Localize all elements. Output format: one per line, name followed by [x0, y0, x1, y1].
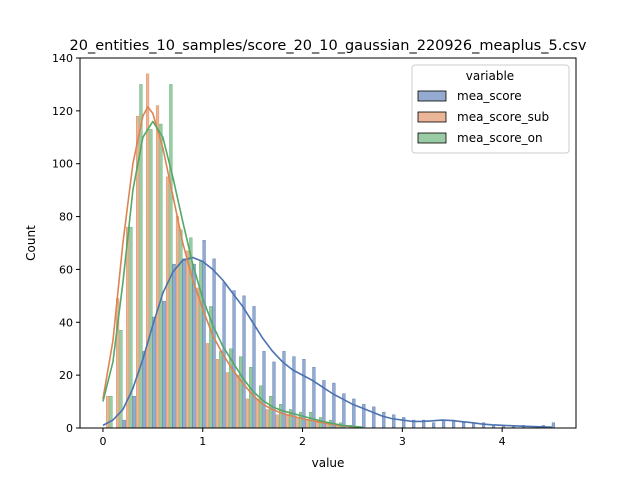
bar-mea_score-14 [242, 295, 246, 429]
bar-mea_score-5 [152, 316, 156, 429]
bar-mea_score-7 [172, 263, 176, 429]
bar-mea_score_on-13 [239, 356, 243, 429]
bar-mea_score_sub-8 [185, 250, 190, 429]
kde-line-mea_score_on [102, 120, 363, 429]
axes-layer [79, 57, 577, 429]
bar-mea_score_sub-15 [255, 398, 259, 429]
bar-mea_score_on-11 [219, 351, 223, 429]
plot-frame [79, 57, 577, 429]
bar-mea_score-3 [132, 396, 136, 429]
bar-mea_score_sub-14 [245, 398, 249, 429]
y-tick-label-40: 40 [59, 316, 73, 329]
bar-mea_score_on-0 [109, 396, 113, 429]
y-tick-label-140: 140 [52, 52, 73, 65]
bar-mea_score-29 [392, 414, 396, 429]
bar-mea_score-13 [232, 290, 236, 429]
bar-mea_score_sub-5 [155, 105, 160, 429]
bar-mea_score_sub-19 [295, 417, 299, 429]
bar-mea_score-20 [302, 359, 306, 429]
bar-mea_score_on-6 [169, 84, 173, 429]
bar-mea_score-34 [442, 419, 446, 429]
kde-layer [102, 106, 553, 429]
legend-box [411, 64, 570, 154]
kde-line-mea_score [102, 256, 553, 429]
legend-label-mea_score: mea_score [457, 89, 522, 103]
x-tick-label-2: 2 [299, 435, 306, 448]
bar-mea_score_sub-16 [265, 409, 269, 429]
bar-mea_score-28 [382, 411, 386, 429]
bar-mea_score_on-5 [159, 123, 163, 429]
bar-mea_score_on-4 [149, 129, 153, 429]
bar-mea_score-6 [162, 300, 166, 429]
bar-mea_score_sub-7 [175, 216, 180, 429]
bar-mea_score_sub-10 [205, 343, 210, 429]
bar-mea_score_sub-11 [215, 359, 219, 429]
legend-label-mea_score_sub: mea_score_sub [457, 110, 549, 124]
bar-mea_score-36 [462, 422, 466, 429]
bar-mea_score_sub-17 [275, 414, 279, 429]
bar-mea_score-4 [142, 351, 146, 429]
y-tick-label-0: 0 [66, 422, 73, 435]
x-tick-label-0: 0 [99, 435, 106, 448]
legend-swatch-mea_score_sub [417, 111, 447, 123]
bar-mea_score-10 [202, 240, 206, 429]
legend-label-mea_score_on: mea_score_on [457, 131, 543, 145]
bar-mea_score-2 [122, 419, 126, 429]
y-axis-label: Count [24, 225, 38, 261]
x-tick-label-1: 1 [199, 435, 206, 448]
x-tick-label-3: 3 [399, 435, 406, 448]
bar-mea_score_sub-21 [315, 422, 319, 429]
bar-mea_score_on-17 [279, 404, 283, 429]
legend-swatch-mea_score [417, 90, 447, 102]
y-tick-label-100: 100 [52, 158, 73, 171]
bar-mea_score_on-2 [129, 226, 133, 429]
bar-mea_score_on-15 [259, 385, 263, 429]
bar-mea_score-17 [272, 361, 276, 429]
bar-mea_score_on-14 [249, 367, 253, 429]
bar-mea_score_sub-6 [165, 176, 170, 429]
legend-swatch-mea_score_on [417, 132, 447, 144]
bar-mea_score-45 [551, 422, 555, 429]
bar-mea_score_sub-18 [285, 414, 289, 429]
y-tick-label-60: 60 [59, 263, 73, 276]
bar-mea_score_on-10 [209, 306, 213, 429]
x-ticks: 0 1 2 3 4 [99, 428, 506, 448]
bar-mea_score_sub-13 [235, 374, 239, 429]
bar-mea_score_sub-20 [305, 419, 309, 429]
chart-title: 20_entities_10_samples/score_20_10_gauss… [70, 38, 587, 54]
x-axis-label: value [312, 456, 345, 470]
bar-mea_score_sub-12 [225, 372, 229, 429]
legend-title: variable [466, 69, 514, 83]
bar-mea_score-23 [332, 382, 336, 429]
y-tick-label-120: 120 [52, 105, 73, 118]
bar-mea_score-33 [432, 422, 436, 429]
bar-mea_score-8 [182, 258, 186, 429]
bar-mea_score-11 [212, 258, 216, 429]
bar-mea_score_on-3 [139, 84, 143, 429]
y-ticks: 0 20 40 60 80 100 120 140 [52, 52, 80, 435]
bar-mea_score-27 [372, 406, 376, 429]
x-tick-label-4: 4 [499, 435, 506, 448]
bar-mea_score_on-16 [269, 396, 273, 429]
y-tick-label-80: 80 [59, 211, 73, 224]
bar-mea_score-16 [262, 351, 266, 429]
y-tick-label-20: 20 [59, 369, 73, 382]
bar-mea_score_on-7 [179, 229, 183, 429]
bar-mea_score-25 [352, 398, 356, 429]
legend: variable mea_scoremea_score_submea_score… [411, 64, 570, 154]
kde-line-mea_score_sub [102, 106, 363, 429]
bar-mea_score_sub-9 [195, 287, 200, 429]
bar-mea_score-30 [402, 417, 406, 429]
legend-entries: mea_score mea_score_sub mea_score_on [417, 89, 549, 145]
